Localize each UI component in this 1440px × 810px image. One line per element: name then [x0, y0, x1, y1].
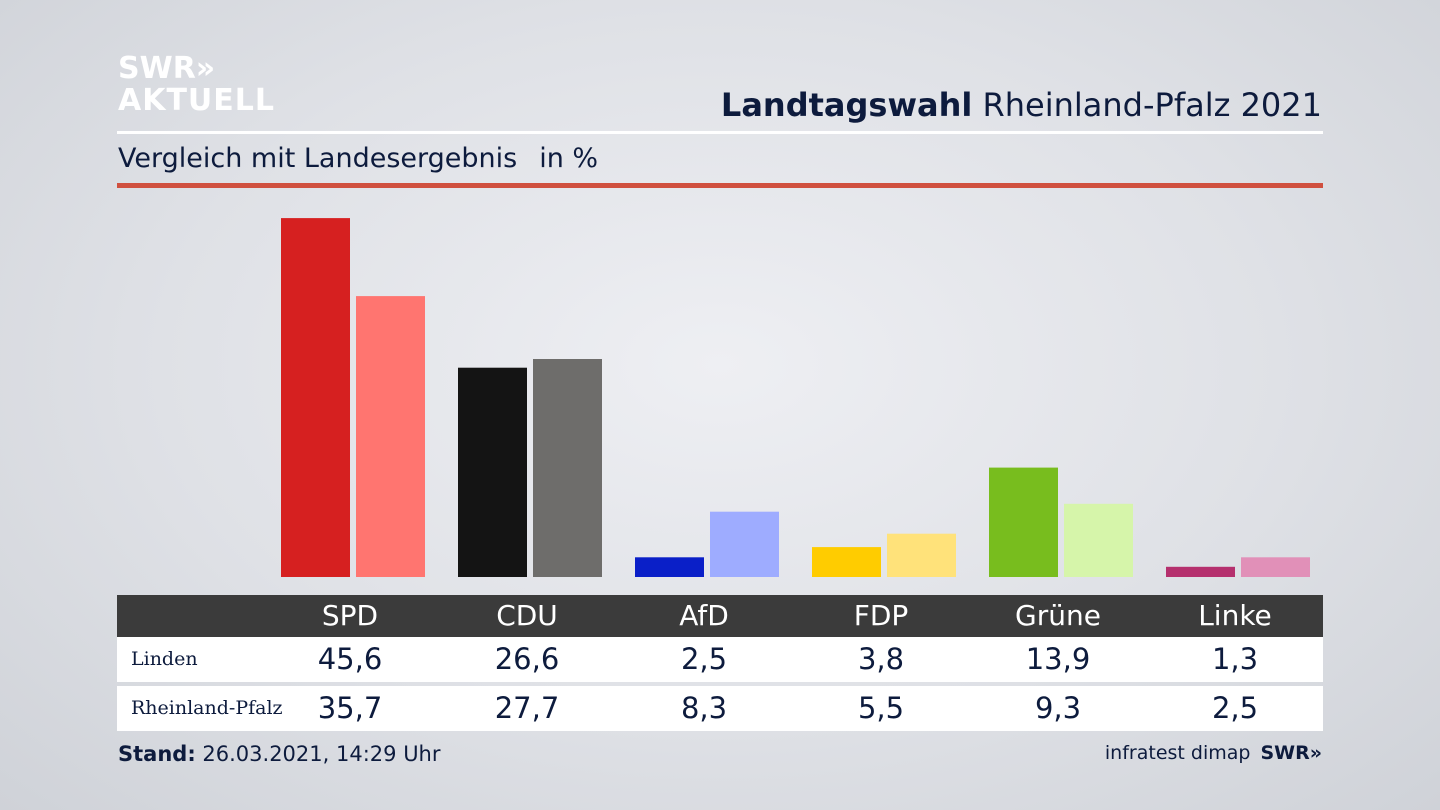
subtitle-text: Vergleich mit Landesergebnis [118, 143, 518, 174]
subtitle-unit: in % [539, 143, 599, 174]
table-row: Rheinland-Pfalz 35,7 27,7 8,3 5,5 9,3 2,… [117, 686, 1323, 731]
table-cell: 35,7 [317, 691, 383, 725]
logo-line-1: SWR» [118, 51, 216, 86]
bar-gruene-rlp [1064, 503, 1133, 577]
table-cell: 2,5 [680, 642, 728, 676]
column-header-afd: AfD [679, 599, 729, 632]
column-header-gruene: Grüne [1015, 599, 1101, 632]
table-cell: 8,3 [680, 691, 728, 725]
stand-value: 26.03.2021, 14:29 Uhr [202, 742, 441, 766]
bar-fdp-rlp [887, 533, 956, 577]
table-cell: 13,9 [1025, 642, 1091, 676]
results-table: SPD CDU AfD FDP Grüne Linke Linden 45,6 … [117, 595, 1323, 731]
column-header-cdu: CDU [496, 599, 558, 632]
bar-spd-rlp [356, 296, 425, 577]
table-cell: 3,8 [857, 642, 905, 676]
source-name: infratest dimap [1104, 742, 1251, 764]
row-label: Rheinland-Pfalz [131, 697, 283, 719]
table-cell: 26,6 [494, 642, 560, 676]
column-header-linke: Linke [1198, 599, 1272, 632]
bar-linke-rlp [1241, 557, 1310, 577]
page-title: Landtagswahl Rheinland-Pfalz 2021 [721, 86, 1322, 124]
column-header-spd: SPD [321, 599, 379, 632]
timestamp: Stand: 26.03.2021, 14:29 Uhr [118, 742, 441, 766]
bar-cdu-linden [458, 367, 527, 577]
bar-afd-rlp [710, 511, 779, 577]
table-header: SPD CDU AfD FDP Grüne Linke [117, 595, 1323, 637]
bar-chart [281, 218, 1310, 577]
chart-subtitle: Vergleich mit Landesergebnis in % [118, 143, 598, 174]
bar-afd-linden [635, 557, 704, 577]
title-bold: Landtagswahl [720, 86, 973, 124]
divider-white [117, 131, 1323, 134]
column-header-fdp: FDP [853, 599, 909, 632]
table-cell: 5,5 [857, 691, 905, 725]
stand-label: Stand: [118, 742, 196, 766]
table-cell: 9,3 [1034, 691, 1082, 725]
table-cell: 1,3 [1211, 642, 1259, 676]
bar-gruene-linden [989, 467, 1058, 577]
logo-line-2: AKTUELL [118, 83, 276, 118]
bar-cdu-rlp [533, 359, 602, 577]
swr-aktuell-logo: SWR» AKTUELL [118, 54, 275, 116]
table-row: Linden 45,6 26,6 2,5 3,8 13,9 1,3 [117, 637, 1323, 682]
bar-fdp-linden [812, 547, 881, 577]
table-cell: 45,6 [317, 642, 383, 676]
row-label: Linden [131, 648, 198, 670]
table-cell: 27,7 [494, 691, 560, 725]
table-cell: 2,5 [1211, 691, 1259, 725]
bar-linke-linden [1166, 566, 1235, 577]
divider-red [117, 183, 1323, 188]
bar-spd-linden [281, 218, 350, 577]
swr-logo: SWR» [1260, 742, 1322, 764]
title-rest: Rheinland-Pfalz 2021 [982, 86, 1322, 124]
source-credit: infratest dimap SWR» [1105, 742, 1322, 764]
